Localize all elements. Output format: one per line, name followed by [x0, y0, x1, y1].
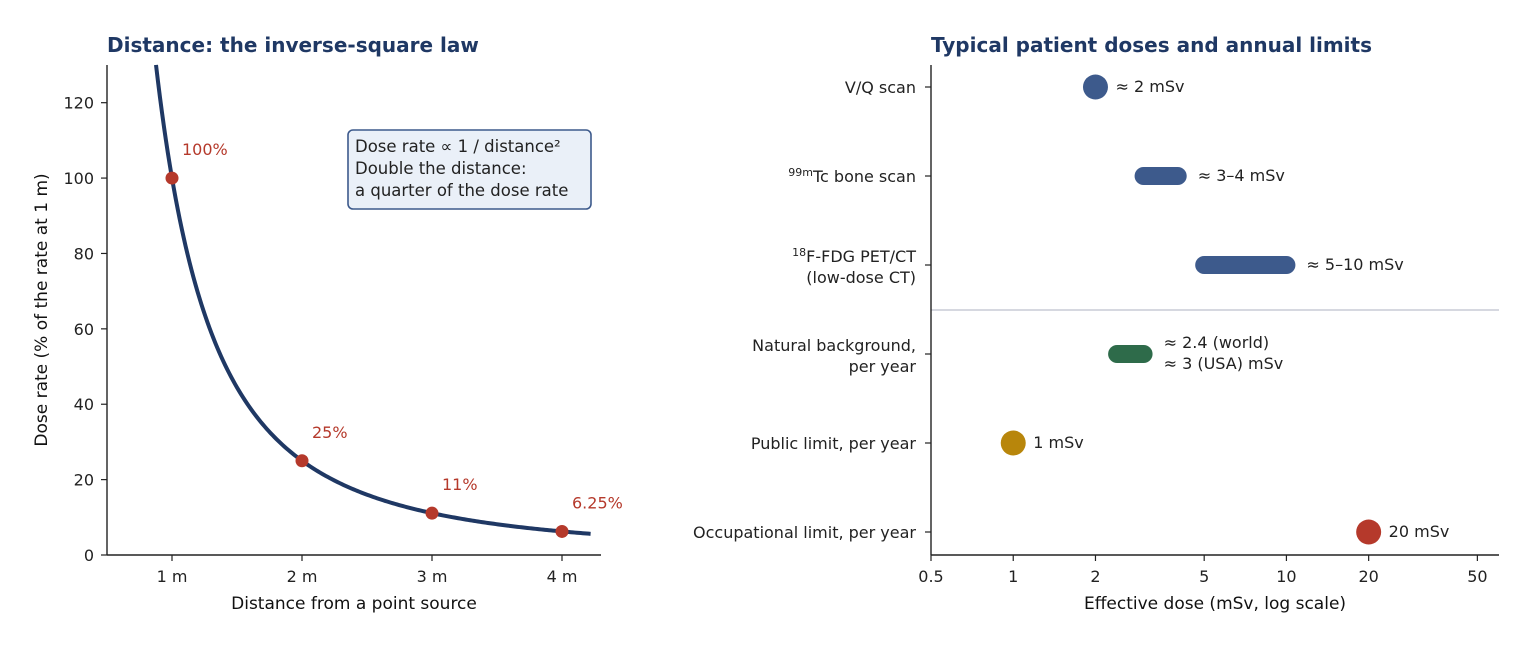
left-x-tick-label-1: 1 m [157, 567, 188, 586]
dose-row-1: V/Q scan ≈ 2 mSv [845, 74, 1184, 100]
note-box-line-1: Dose rate ∝ 1 / distance² [355, 137, 561, 156]
right-x-tick-label-1: 0.5 [918, 567, 943, 586]
dose-point-label-3: 11% [442, 475, 478, 494]
left-x-tick-label-3: 3 m [417, 567, 448, 586]
dose-note-2: ≈ 3–4 mSv [1198, 166, 1285, 185]
dose-marker-5 [1000, 430, 1026, 456]
left-y-tick-label-5: 80 [74, 244, 94, 263]
dose-point-1 [165, 171, 179, 185]
inverse-square-curve [154, 64, 591, 536]
dose-point-label-1: 100% [182, 140, 228, 159]
dose-row-3: 18F-FDG PET/CT (low-dose CT) ≈ 5–10 mSv [792, 246, 1404, 287]
note-box-line-3: a quarter of the dose rate [355, 181, 568, 200]
right-x-tick-label-6: 20 [1358, 567, 1378, 586]
dose-row-4: Natural background, per year ≈ 2.4 (world)… [752, 333, 1283, 376]
left-chart-title: Distance: the inverse-square law [107, 33, 479, 57]
dose-point-label-2: 25% [312, 423, 348, 442]
left-y-tick-label-6: 100 [63, 169, 94, 188]
row-label-1: V/Q scan [845, 78, 916, 97]
dose-point-4 [555, 524, 569, 538]
note-box-line-2: Double the distance: [355, 159, 527, 178]
dose-point-label-4: 6.25% [572, 493, 623, 512]
row-label-3-line-2: (low-dose CT) [806, 268, 916, 287]
left-y-tick-label-1: 0 [84, 546, 94, 565]
dose-comparison-panel: Typical patient doses and annual limits … [693, 33, 1499, 614]
dose-note-5: 1 mSv [1033, 433, 1083, 452]
left-y-tick-label-7: 120 [63, 94, 94, 113]
right-x-axis-label: Effective dose (mSv, log scale) [1084, 594, 1346, 614]
dose-point-2 [295, 454, 309, 468]
dose-row-5: Public limit, per year 1 mSv [751, 430, 1084, 456]
row-label-2: 99mTc bone scan [788, 166, 916, 186]
dose-marker-1 [1082, 74, 1108, 100]
inverse-square-note-box: Dose rate ∝ 1 / distance² Double the dis… [347, 129, 592, 210]
right-x-tick-label-4: 5 [1199, 567, 1209, 586]
right-x-tick-label-7: 50 [1467, 567, 1487, 586]
dose-row-6: Occupational limit, per year 20 mSv [693, 519, 1450, 545]
right-chart-title: Typical patient doses and annual limits [931, 33, 1372, 57]
dose-note-3: ≈ 5–10 mSv [1306, 255, 1403, 274]
dose-point-3 [425, 506, 439, 520]
left-x-axis-label: Distance from a point source [231, 594, 477, 614]
dose-marker-6 [1356, 519, 1382, 545]
row-label-4-line-2: per year [849, 357, 917, 376]
right-x-tick-label-3: 2 [1090, 567, 1100, 586]
left-y-tick-label-2: 20 [74, 471, 94, 490]
row-label-4-line-1: Natural background, [752, 336, 916, 355]
left-x-tick-label-2: 2 m [287, 567, 318, 586]
left-y-axis-label: Dose rate (% of the rate at 1 m) [32, 173, 52, 446]
inverse-square-panel: Distance: the inverse-square law 100% 25%… [32, 33, 623, 614]
left-y-tick-label-4: 60 [74, 320, 94, 339]
dose-row-2: 99mTc bone scan ≈ 3–4 mSv [788, 166, 1285, 186]
note-box-background [347, 129, 592, 210]
dose-note-4-line-2: ≈ 3 (USA) mSv [1164, 354, 1284, 373]
row-label-6: Occupational limit, per year [693, 523, 916, 542]
row-label-5: Public limit, per year [751, 434, 917, 453]
left-x-tick-label-4: 4 m [547, 567, 578, 586]
dose-note-1: ≈ 2 mSv [1115, 77, 1184, 96]
dose-note-6: 20 mSv [1389, 522, 1450, 541]
dose-note-4-line-1: ≈ 2.4 (world) [1164, 333, 1270, 352]
right-x-tick-label-5: 10 [1276, 567, 1296, 586]
row-label-3: 18F-FDG PET/CT [792, 246, 916, 266]
left-y-tick-label-3: 40 [74, 395, 94, 414]
right-x-tick-label-2: 1 [1008, 567, 1018, 586]
